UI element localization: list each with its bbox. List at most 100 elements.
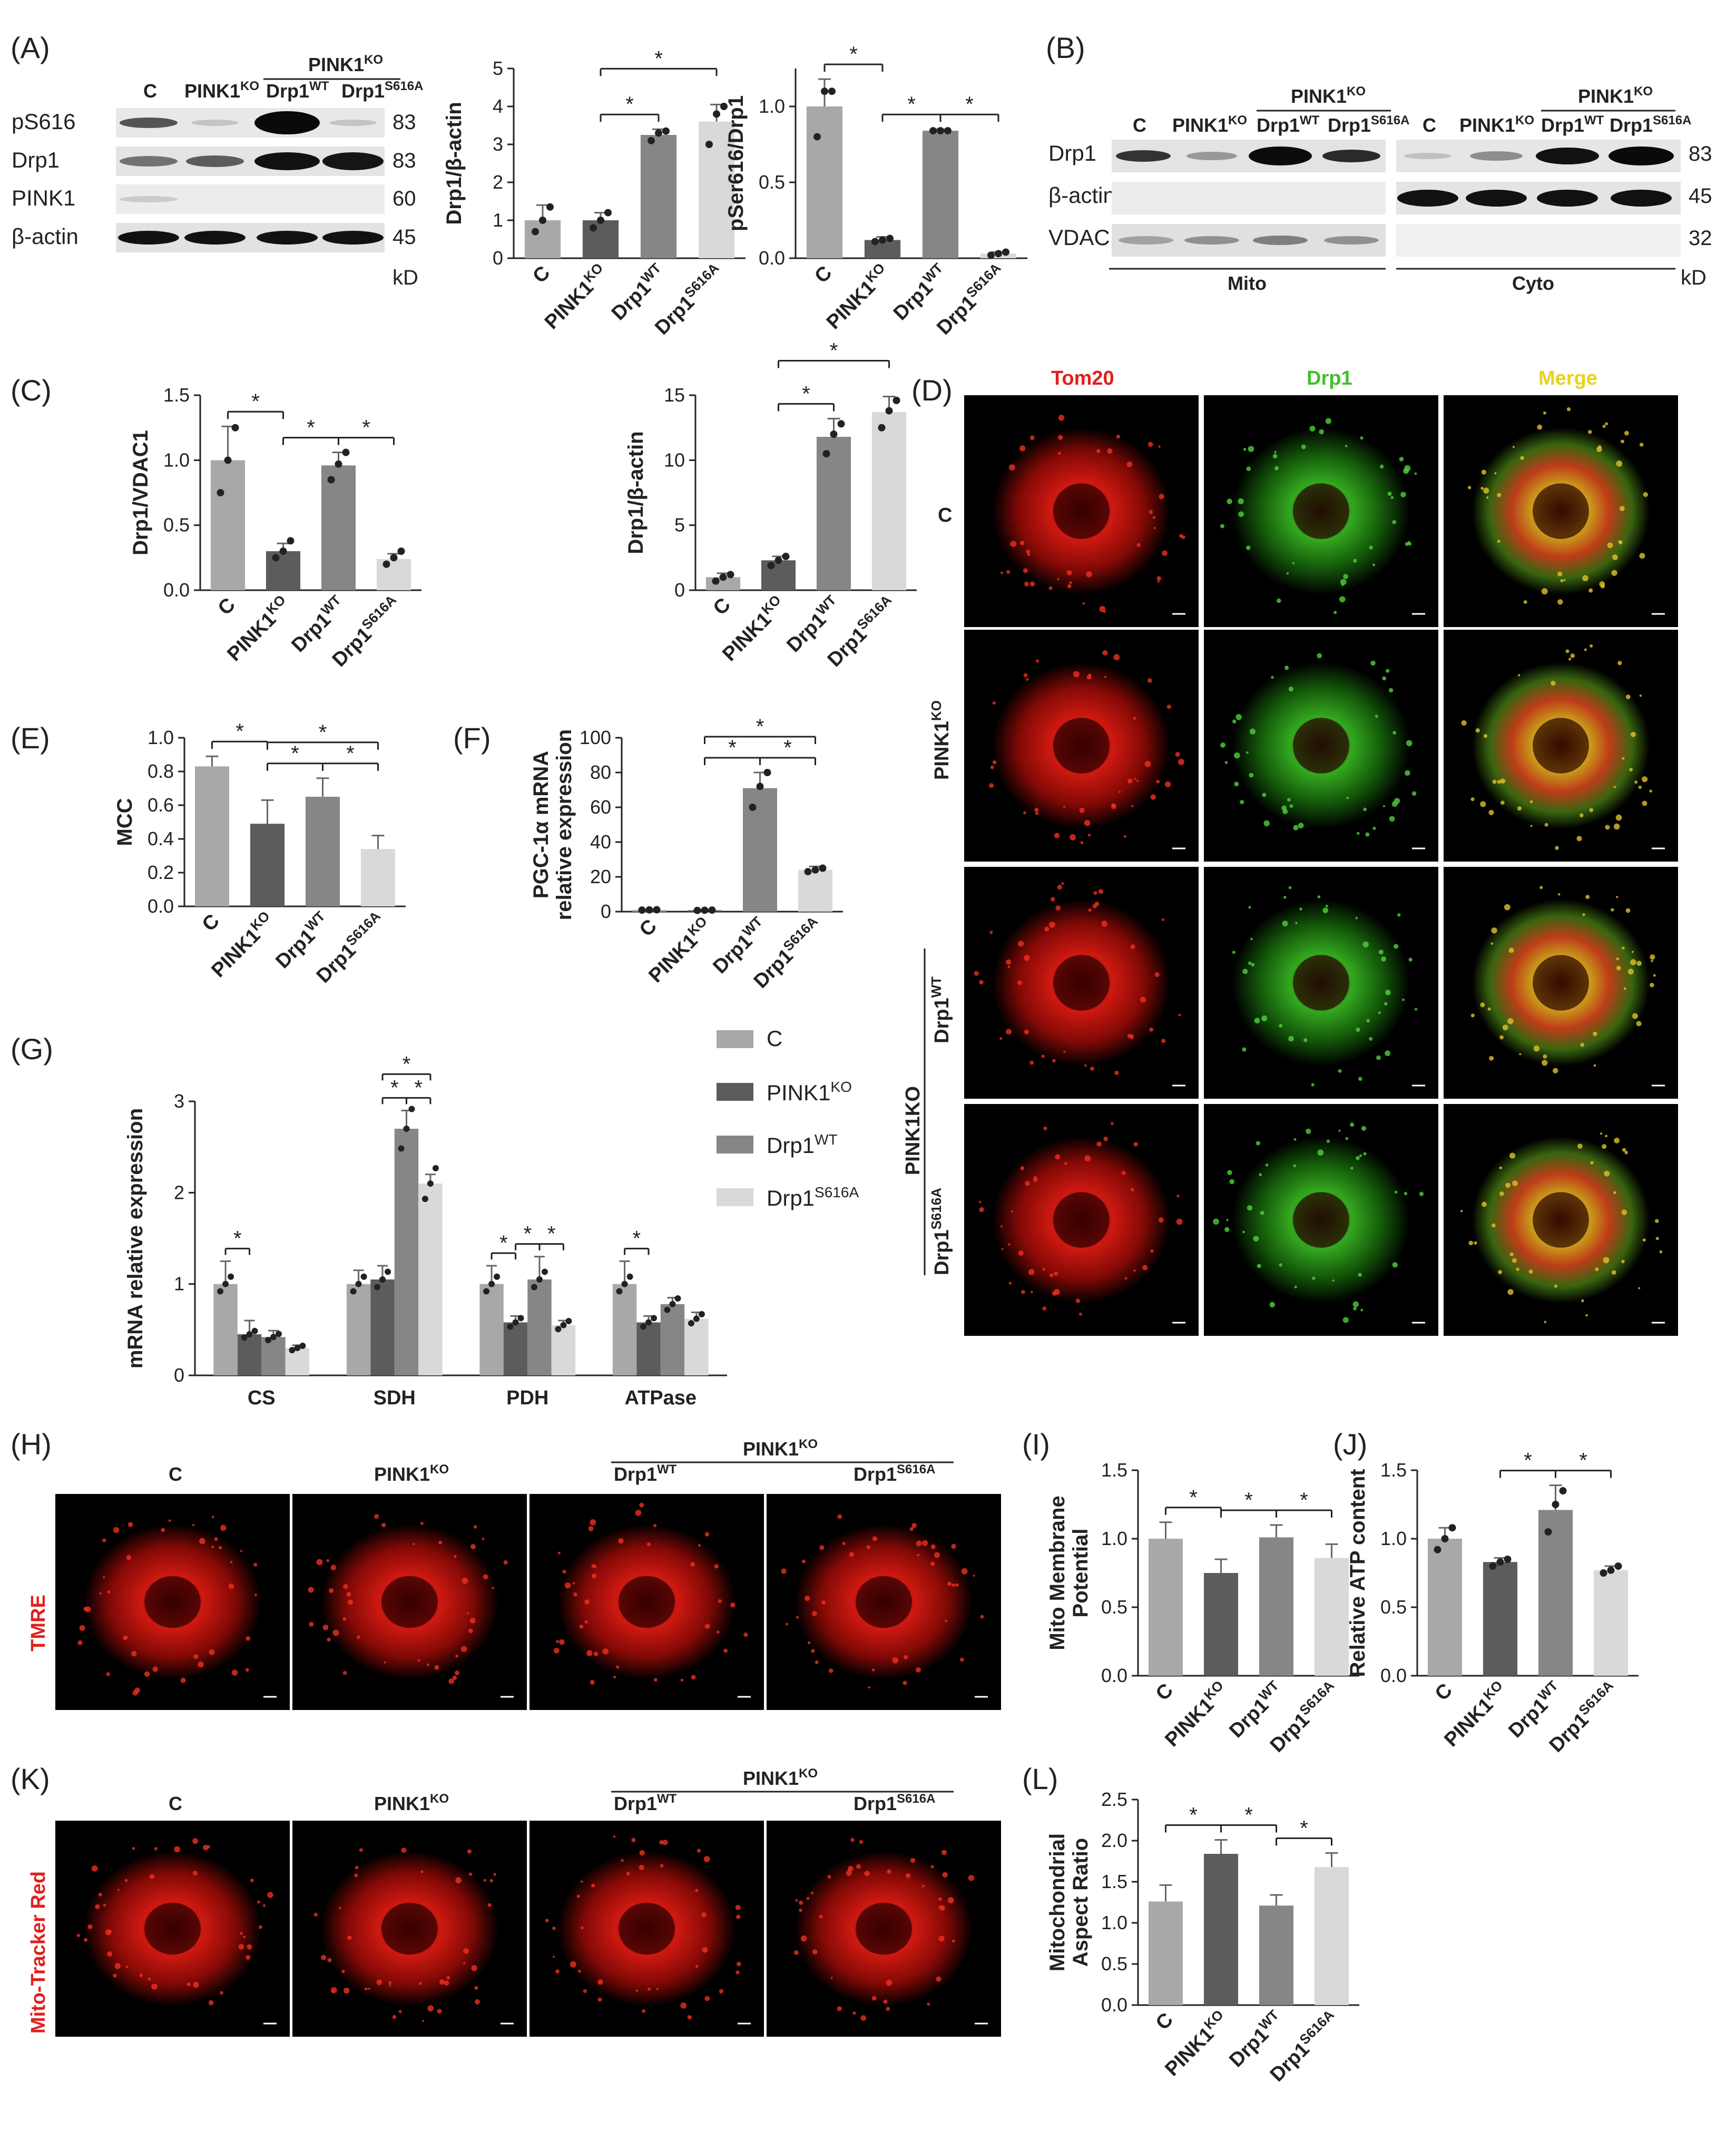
microscopy-d-r4c1-puncta [1031, 1291, 1033, 1294]
microscopy-d-r4c3-puncta [1595, 1267, 1599, 1272]
microscopy-d-r4c3-puncta [1505, 1182, 1511, 1188]
blot-band [329, 120, 377, 126]
y-axis-title: Drp1/β-actin [443, 102, 466, 224]
microscopy-h-c2-puncta [322, 1624, 329, 1630]
microscopy-k-c3-puncta [735, 1904, 741, 1910]
y-tick-label: 0.0 [148, 895, 174, 917]
microscopy-d-r3c2-puncta [1254, 1018, 1260, 1024]
microscopy-h-c3-puncta [593, 1651, 599, 1656]
microscopy-d-r2c3-puncta [1579, 813, 1584, 817]
panel-label-i: (I) [1022, 1428, 1050, 1461]
blot-b-row-3: VDAC1 [1048, 225, 1122, 250]
microscopy-h-c3-puncta [579, 1625, 584, 1629]
y-tick-label: 15 [664, 384, 685, 406]
microscopy-d-r3c1-puncta [1101, 921, 1107, 927]
microscopy-k-c4-puncta [921, 1885, 925, 1888]
svg-text:Drp1S616A: Drp1S616A [928, 1188, 953, 1275]
lane-label-drp1wt: Drp1WT [266, 79, 329, 102]
microscopy-h-c3-puncta [718, 1599, 722, 1603]
microscopy-d-r3c1-puncta [1161, 918, 1164, 922]
data-point [727, 571, 734, 579]
legend-swatch-c [717, 1030, 753, 1048]
microscopy-d-r3c1-puncta [1017, 980, 1022, 985]
microscopy-d-r2c1-puncta [1178, 758, 1184, 765]
microscopy-k-c3-puncta [591, 1883, 595, 1888]
microscopy-d-r3c3-puncta [1507, 1018, 1514, 1024]
significance-star: * [1300, 1489, 1308, 1512]
microscopy-d-r2c2-puncta [1389, 816, 1395, 822]
microscopy-d-r3c1-puncta [1149, 1027, 1154, 1032]
microscopy-d-r2c1-puncta [1023, 811, 1026, 815]
data-point [604, 209, 612, 217]
microscopy-d-r2c3-puncta [1565, 649, 1570, 653]
lane-text: Drp1 [1541, 114, 1584, 136]
significance-star: * [1579, 1449, 1587, 1472]
category-superscript: S616A [1575, 1677, 1616, 1718]
bar [237, 1334, 262, 1375]
microscopy-k-c3-puncta [621, 1859, 624, 1862]
microscopy-d-r4c2-puncta [1293, 1138, 1297, 1141]
microscopy-d-r2c3-puncta [1530, 825, 1533, 827]
data-point [664, 1306, 671, 1313]
microscopy-k-c1-puncta [151, 1983, 158, 1990]
lane-superscript: S616A [1653, 113, 1691, 128]
microscopy-d-r4c2-puncta [1306, 1128, 1311, 1134]
microscopy-d-r1c2-puncta [1292, 562, 1295, 564]
chart-l: 0.0 0.5 1.0 1.5 2.0 2.5 MitochondrialAspect Ra… [1046, 1789, 1359, 2086]
microscopy-d-r4c1-puncta [1020, 1166, 1025, 1170]
category-text: C [214, 594, 240, 620]
microscopy-d-r1c2-puncta [1404, 465, 1411, 472]
microscopy-d-r4c3-puncta [1621, 1259, 1625, 1264]
microscopy-d-r4c1-puncta [1025, 1180, 1030, 1186]
data-point [264, 1337, 271, 1344]
data-point [299, 1342, 306, 1349]
microscopy-k-c3-puncta [576, 1894, 580, 1898]
blot-a-kd-1: 83 [393, 111, 416, 134]
lane-text: Drp1 [1257, 114, 1300, 136]
microscopy-d-r2c1-puncta [1036, 659, 1039, 663]
microscopy-d-r3c3-puncta [1504, 904, 1511, 911]
microscopy-h-c2-puncta [503, 1560, 508, 1565]
microscopy-h-c2-puncta [417, 1659, 420, 1662]
blot-band [257, 231, 318, 245]
microscopy-h-c3-puncta [562, 1569, 566, 1574]
bar [922, 131, 959, 258]
microscopy-d-r4c2-puncta [1345, 1137, 1349, 1140]
microscopy-d-r3c3-puncta [1625, 908, 1631, 913]
microscopy-d-r4c1-puncta [1008, 1282, 1012, 1285]
category-label: C [810, 262, 836, 288]
microscopy-k-c1-puncta [174, 1846, 180, 1853]
row-superscript: KO [928, 700, 944, 721]
panel-label-k: (K) [11, 1762, 50, 1795]
microscopy-d-r1c2-puncta [1372, 563, 1375, 566]
y-tick-label: 0 [601, 901, 611, 922]
microscopy-k-c1-puncta [240, 1932, 243, 1935]
microscopy-h-c3-puncta [613, 1675, 616, 1679]
microscopy-d-r2c1-nucleus [1053, 718, 1110, 774]
microscopy-d-r4c2-puncta [1229, 1179, 1235, 1185]
microscopy-h-c2-puncta [466, 1612, 469, 1615]
lane-label-drp1wt: Drp1WT [1541, 113, 1604, 136]
microscopy-d-r3c2-puncta [1378, 950, 1384, 955]
significance-star: * [1189, 1803, 1198, 1826]
significance-star: * [403, 1052, 411, 1076]
microscopy-h-c3-puncta [573, 1592, 577, 1597]
microscopy-d-r3c2-puncta [1317, 895, 1321, 898]
microscopy-d-r4c3-puncta [1499, 1166, 1503, 1169]
svg-text:PINK1KO: PINK1KO [184, 79, 259, 102]
data-point [432, 1165, 439, 1171]
column-label-drp1s616a: Drp1S616A [854, 1462, 935, 1485]
microscopy-k-c3-puncta [639, 1864, 644, 1870]
microscopy-d-r4c2-puncta [1326, 1139, 1330, 1143]
microscopy-d-r1c3-puncta [1605, 422, 1609, 426]
data-point [645, 906, 653, 914]
microscopy-h-c1-puncta [199, 1538, 205, 1545]
microscopy-k-c4-puncta [852, 2011, 856, 2015]
microscopy-h-c2-puncta [452, 1675, 457, 1680]
microscopy-d-r2c1-puncta [1164, 781, 1171, 787]
microscopy-h-c1-puncta [230, 1560, 233, 1563]
microscopy-d-r4c1-puncta [1055, 1154, 1061, 1160]
microscopy-d-r4c1-puncta [1133, 1269, 1136, 1272]
microscopy-d-r2c3-puncta [1480, 801, 1486, 807]
